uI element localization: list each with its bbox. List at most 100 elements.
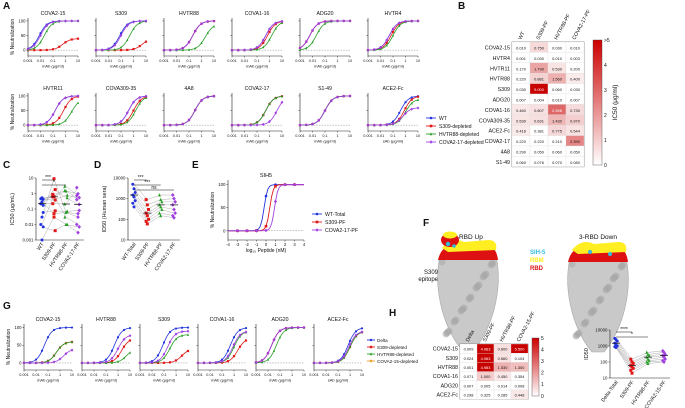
data-point (70, 19, 74, 23)
x-tick-label: 0.1 (161, 373, 166, 377)
data-point (119, 119, 123, 124)
data-point (230, 48, 234, 52)
y-tick-label: 10000 (595, 328, 608, 333)
colorbar-tick: 4 (604, 63, 607, 69)
data-point (144, 40, 148, 43)
data-point (631, 366, 635, 370)
pair-line (615, 338, 665, 360)
data-point (180, 354, 184, 357)
data-point (45, 123, 48, 127)
cell-value: 0.008 (515, 383, 525, 388)
data-point (410, 98, 413, 101)
data-point (254, 360, 258, 364)
data-point (45, 48, 48, 52)
x-tick-label: 10 (348, 134, 352, 138)
legend-item: COVA2-17-PF (325, 228, 358, 234)
data-point (385, 43, 388, 47)
panel-a-plot-S1-49: S1-49 0.001 0.01 0.1 1 10 mAb (μg/ml) (295, 86, 352, 144)
col-label: HVTR88-PF (499, 315, 518, 343)
data-point (76, 191, 80, 196)
data-point (398, 111, 401, 115)
data-point (220, 358, 224, 361)
x-tick-label: 0.1 (254, 134, 259, 138)
panel-letter-G: G (3, 301, 11, 312)
data-point (194, 46, 197, 50)
legend-item: HVTR88-depleted (439, 132, 479, 138)
data-point (663, 357, 667, 362)
y-axis-label: IC50 (μg/mL) (10, 193, 16, 225)
legend-item: S309-depleted (377, 345, 407, 350)
panel-letter-E: E (192, 160, 199, 171)
data-point (162, 341, 166, 344)
data-point (186, 329, 190, 333)
series-line-HVTR88-depleted (255, 327, 305, 364)
epitope-label: epitope (418, 277, 438, 283)
pair-line (41, 224, 79, 231)
data-point (272, 349, 276, 352)
colorbar-tick: 4 (541, 347, 544, 353)
data-point (122, 345, 126, 348)
row-label: ACE2-Fc (489, 129, 511, 135)
x-tick-label: 1 (349, 373, 351, 377)
data-point (284, 326, 288, 330)
data-point (206, 19, 210, 24)
cell-value: 0.607 (534, 108, 544, 113)
data-point (416, 19, 420, 23)
data-point (116, 360, 120, 363)
data-point (249, 123, 253, 127)
data-point (113, 48, 116, 51)
cell-value: 0.007 (570, 97, 580, 102)
y-tick-label: 0 (19, 360, 22, 365)
x-tick-label: 0.01 (173, 59, 180, 63)
x-tick-label: 10 (348, 59, 352, 63)
x-tick-label: 0.1 (186, 134, 191, 138)
data-point (70, 340, 74, 344)
x-tick-label: 0.001 (135, 373, 145, 377)
data-point (64, 189, 68, 193)
data-point (156, 354, 160, 357)
data-point (264, 224, 268, 228)
data-point (214, 360, 218, 365)
x-axis-label: mAb (μg/ml) (95, 378, 118, 383)
data-point (65, 209, 69, 213)
y-tick-label: 0.1 (27, 207, 34, 212)
data-point (206, 95, 210, 99)
data-point (404, 111, 407, 115)
x-tick-label: 10 (186, 373, 190, 377)
x-tick-label: 1 (200, 134, 202, 138)
data-point (236, 123, 240, 127)
spike-texture (580, 320, 588, 328)
data-point (45, 29, 48, 33)
series-line-COVA2-17-depleted (27, 20, 79, 50)
cell-value: 0.010 (516, 45, 527, 50)
pair-line (41, 201, 79, 214)
data-point (28, 361, 32, 365)
data-point (76, 19, 80, 23)
panel-letter-D: D (94, 160, 101, 171)
y-tick-label: 0 (23, 123, 26, 128)
data-point (274, 96, 277, 100)
data-point (336, 19, 339, 23)
data-point (173, 211, 177, 216)
data-point (46, 361, 50, 365)
data-point (76, 37, 80, 40)
x-tick-label: 10 (244, 373, 248, 377)
heatmap-cell (510, 389, 529, 400)
data-point (34, 358, 38, 361)
cell-value: 0.071 (464, 374, 474, 379)
data-point (171, 213, 175, 218)
data-point (160, 199, 164, 204)
data-point (410, 107, 414, 111)
x-tick-label: 0.001 (159, 134, 169, 138)
spike-texture (472, 284, 480, 292)
x-axis-label: mAb (μg/ml) (110, 64, 133, 69)
data-point (126, 120, 129, 124)
data-point (168, 123, 172, 127)
colorbar-tick: 1 (604, 138, 607, 144)
data-point (262, 41, 265, 45)
colorbar (531, 337, 540, 397)
data-point (329, 99, 333, 103)
data-point (348, 19, 352, 23)
panel-a-plot-COVA2-17: COVA2-17 0.001 0.01 0.1 1 10 mAb (μg/ml) (227, 86, 284, 144)
